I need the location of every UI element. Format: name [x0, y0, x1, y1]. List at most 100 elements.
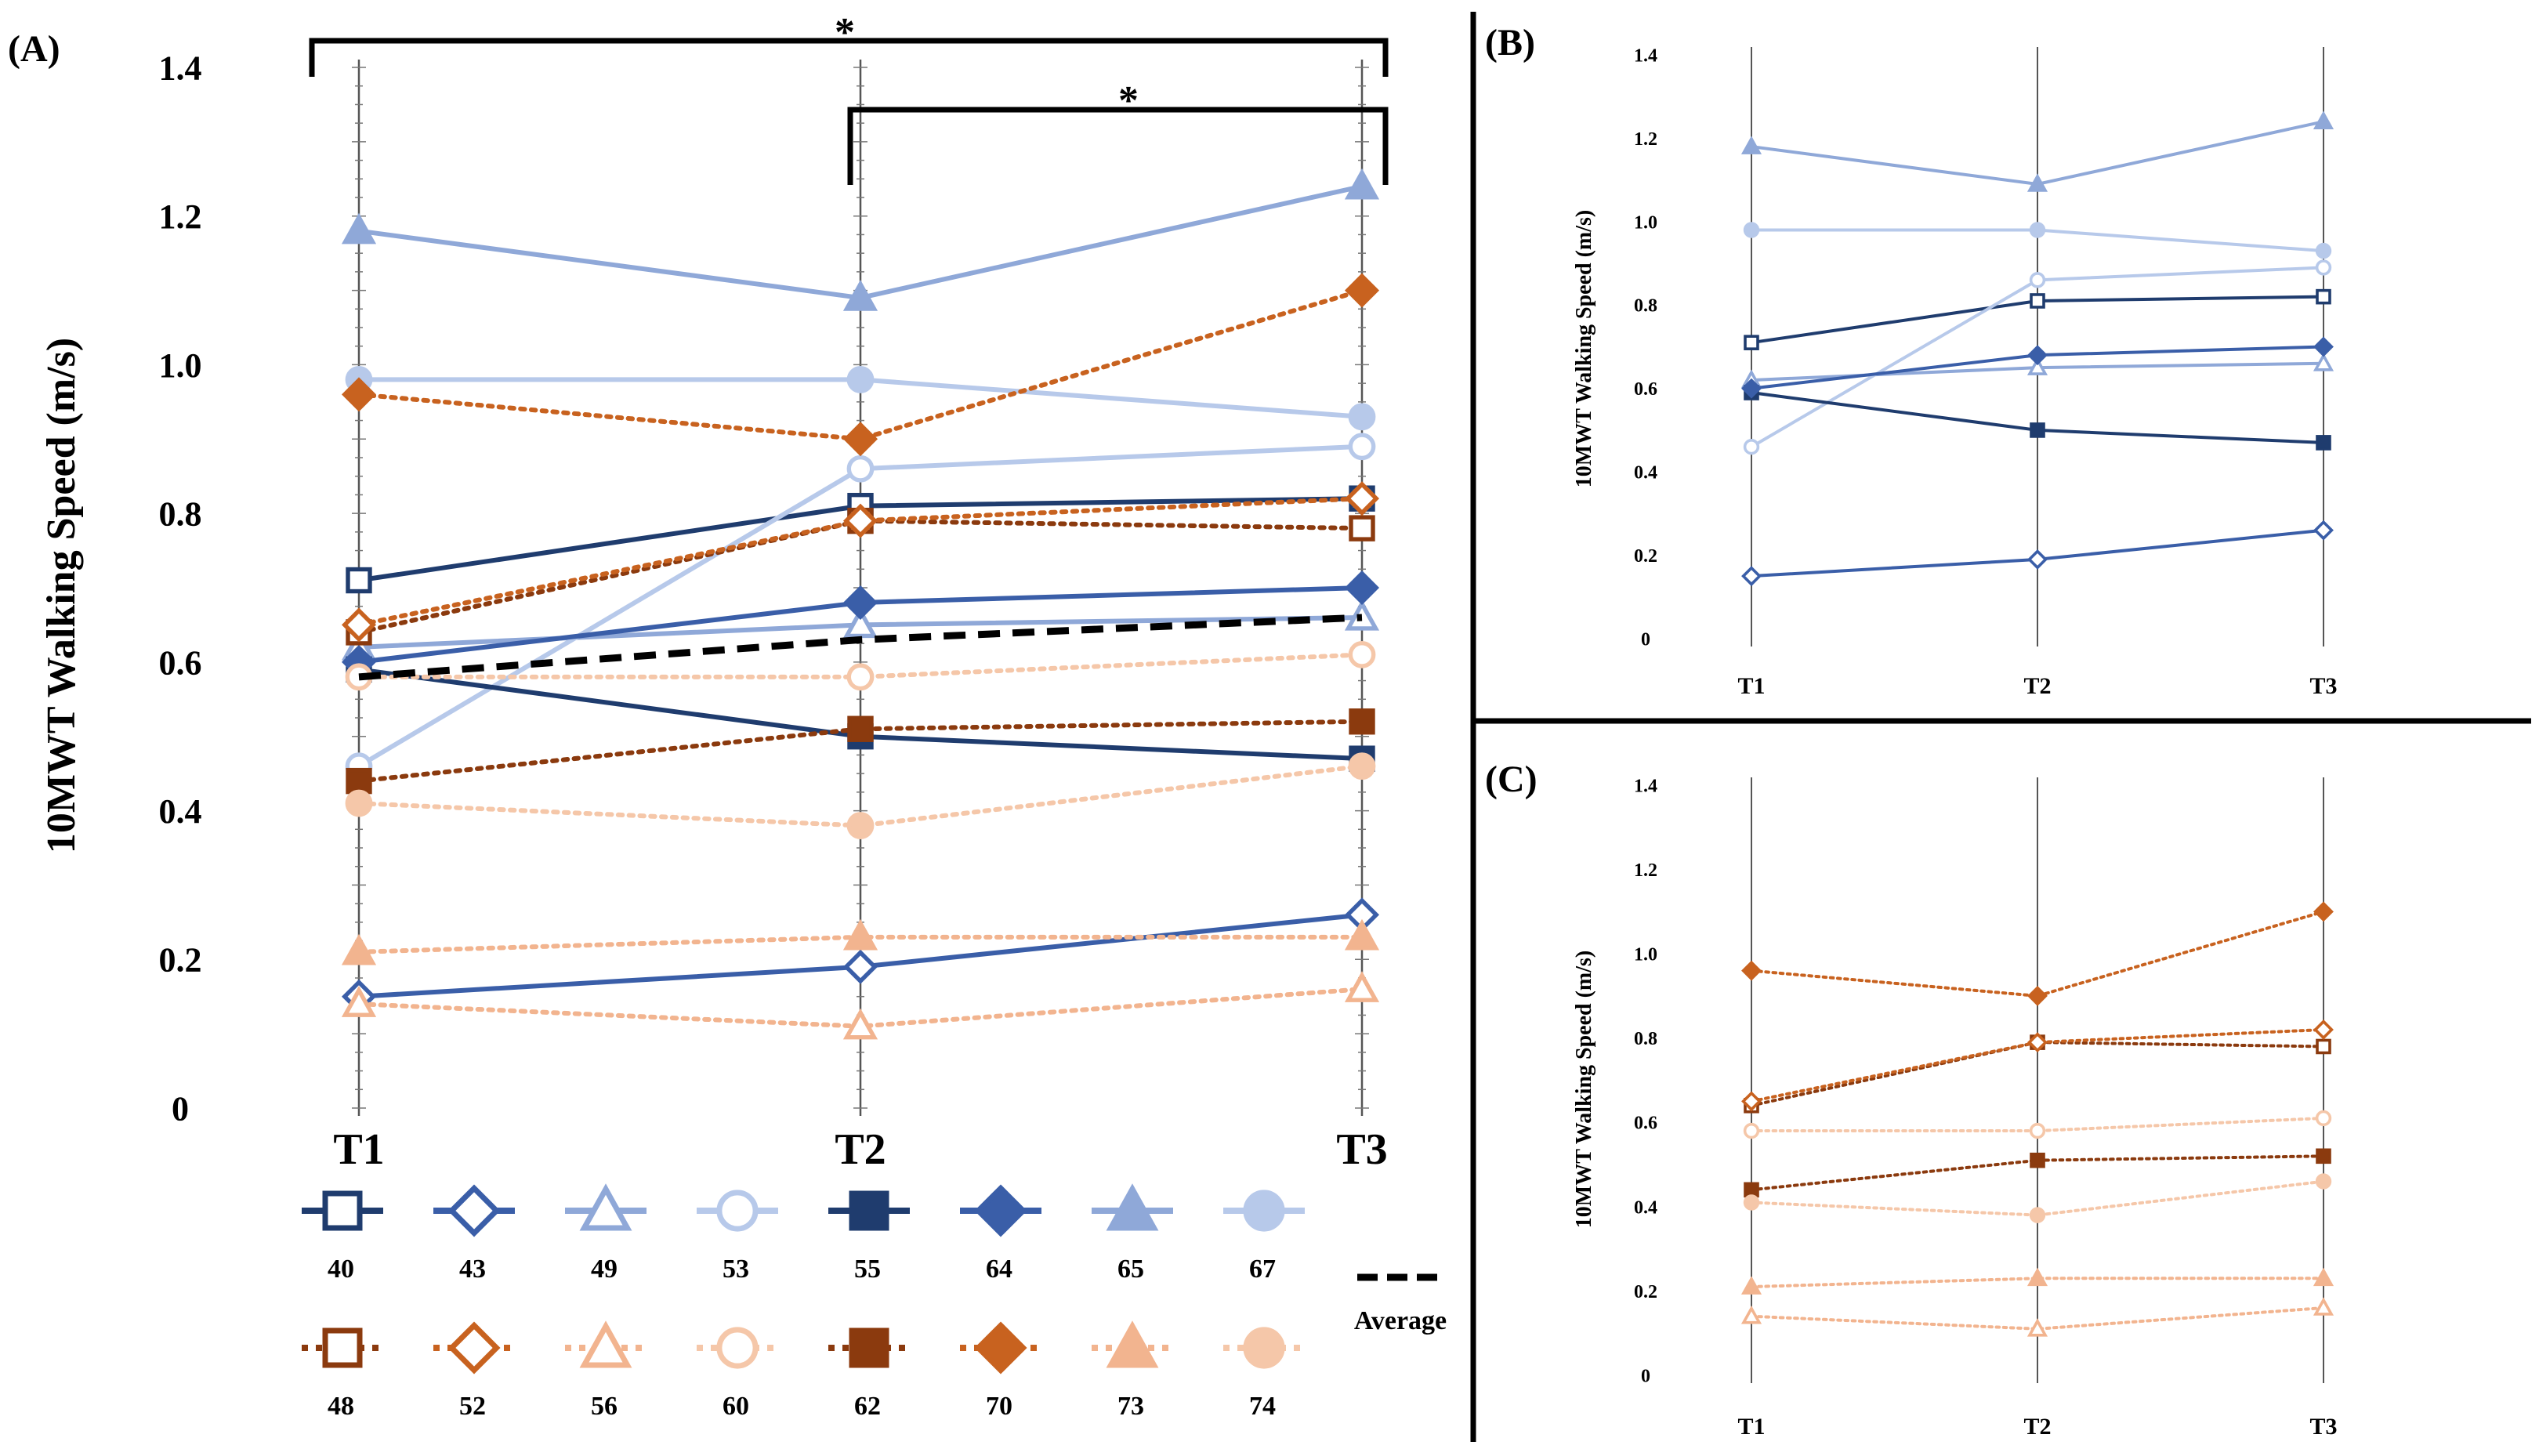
data-point-52-T3 — [1344, 481, 1380, 516]
legend-label-40: 40 — [328, 1255, 354, 1284]
data-point-67-T2 — [2029, 222, 2046, 238]
legend-label-67: 67 — [1249, 1255, 1276, 1284]
data-point-65-T2 — [842, 279, 878, 311]
data-point-49-T2 — [842, 607, 878, 639]
legend-marker-40 — [322, 1190, 363, 1231]
data-point-73-T3 — [2313, 1267, 2334, 1287]
significance-bracket-t1-t3 — [309, 38, 1389, 77]
data-point-60-T1 — [1743, 1122, 1760, 1139]
legend-label-65: 65 — [1117, 1255, 1144, 1284]
data-point-67-T1 — [1743, 222, 1760, 238]
data-point-62-T2 — [847, 715, 874, 742]
y-tick-label: 0.2 — [1634, 1282, 1657, 1302]
panel-a: (A) 10MWT Walking Speed (m/s) 0 0.2 0.4 0.6… — [8, 10, 1447, 1421]
legend-label-49: 49 — [591, 1255, 618, 1284]
y-tick-label: 1.2 — [1634, 129, 1657, 150]
legend-label-60: 60 — [723, 1392, 749, 1421]
y-tick-label: 1.4 — [159, 49, 202, 87]
legend-marker-60 — [716, 1327, 759, 1369]
data-point-74-T2 — [846, 812, 875, 839]
data-point-53-T3 — [1348, 433, 1376, 461]
data-point-67-T2 — [846, 365, 875, 393]
data-point-60-T3 — [1348, 640, 1376, 668]
legend-marker-43 — [447, 1184, 501, 1237]
data-point-70-T1 — [1741, 960, 1762, 981]
panel-a-label: (A) — [8, 28, 60, 70]
data-point-74-T1 — [345, 789, 373, 817]
y-tick-label: 1.0 — [1634, 212, 1657, 233]
data-point-53-T2 — [2029, 272, 2046, 288]
legend-label-48: 48 — [328, 1392, 354, 1421]
data-point-67-T3 — [1348, 403, 1376, 431]
panel-c: (C) 10MWT Walking Speed (m/s) 0 0.2 0.4 0.6… — [1485, 759, 2338, 1440]
data-point-40-T1 — [346, 567, 372, 594]
y-tick-label: 0 — [172, 1089, 189, 1128]
y-tick-label: 1.2 — [1634, 860, 1657, 881]
legend-marker-67 — [1243, 1190, 1285, 1232]
series-line-60 — [1750, 1116, 2325, 1133]
series-line-73 — [1750, 1277, 2325, 1289]
legend-marker-74 — [1243, 1327, 1285, 1369]
legend-marker-55 — [849, 1190, 889, 1231]
data-point-70-T3 — [1344, 273, 1380, 308]
data-point-52-T3 — [2313, 1020, 2334, 1040]
series-line-56 — [1750, 1306, 2325, 1331]
data-point-65-T1 — [1740, 136, 1762, 154]
y-tick-label: 1.0 — [1634, 945, 1657, 965]
panel-c-label: (C) — [1485, 759, 1538, 800]
significance-marker-t2-t3: * — [1118, 78, 1139, 123]
legend-label-64: 64 — [986, 1255, 1012, 1284]
data-point-56-T2 — [2026, 1318, 2048, 1337]
data-point-52-T1 — [341, 607, 377, 643]
data-point-43-T3 — [2313, 520, 2334, 541]
legend-marker-65 — [1106, 1183, 1159, 1231]
panel-c-y-axis-label: 10MWT Walking Speed (m/s) — [1572, 951, 1596, 1228]
x-tick-label: T1 — [333, 1125, 384, 1174]
x-tick-label: T2 — [835, 1125, 886, 1174]
data-point-64-T2 — [842, 585, 878, 620]
data-point-49-T2 — [2026, 357, 2048, 375]
legend-marker-62 — [849, 1327, 889, 1368]
data-point-73-T2 — [842, 918, 878, 951]
data-point-55-T2 — [2030, 422, 2045, 438]
data-point-67-T3 — [2315, 242, 2332, 259]
legend-marker-53 — [716, 1190, 759, 1232]
data-point-64-T2 — [2027, 345, 2048, 366]
legend-marker-48 — [322, 1327, 363, 1368]
data-point-64-T3 — [1344, 570, 1380, 606]
y-tick-label: 0.2 — [159, 941, 202, 980]
legend-marker-70 — [974, 1321, 1027, 1375]
x-tick-label: T2 — [2023, 673, 2051, 699]
legend-label-73: 73 — [1117, 1392, 1144, 1421]
y-tick-label: 1.2 — [159, 197, 202, 236]
data-point-40-T3 — [2316, 288, 2331, 305]
data-point-43-T2 — [2027, 549, 2048, 570]
data-point-52-T2 — [842, 503, 878, 538]
significance-marker-t1-t3: * — [835, 10, 855, 55]
legend-marker-73 — [1106, 1320, 1159, 1368]
x-tick-label: T1 — [1737, 1414, 1765, 1440]
data-point-74-T2 — [2029, 1207, 2046, 1223]
data-point-60-T2 — [846, 663, 875, 691]
significance-bracket-t2-t3 — [847, 107, 1389, 185]
y-tick-label: 0.4 — [1634, 1197, 1657, 1218]
legend-marker-64 — [974, 1184, 1027, 1237]
data-point-48-T3 — [1349, 515, 1375, 541]
y-tick-label: 1.0 — [159, 346, 202, 385]
data-point-74-T1 — [1743, 1194, 1760, 1211]
data-point-62-T3 — [1349, 708, 1375, 735]
y-tick-label: 0.4 — [1634, 463, 1657, 484]
data-point-73-T1 — [341, 933, 377, 965]
data-point-62-T2 — [2030, 1152, 2045, 1168]
legend-label-56: 56 — [591, 1392, 618, 1421]
legend-label-55: 55 — [854, 1255, 881, 1284]
y-tick-label: 0 — [1641, 629, 1650, 650]
data-point-70-T1 — [341, 377, 377, 412]
y-tick-label: 1.4 — [1634, 776, 1657, 796]
y-tick-label: 0.6 — [159, 643, 202, 682]
data-point-62-T1 — [1744, 1182, 1759, 1198]
data-point-74-T3 — [1348, 752, 1376, 781]
y-tick-label: 1.4 — [1634, 45, 1657, 66]
y-tick-label: 0.6 — [1634, 1114, 1657, 1134]
legend-label-74: 74 — [1249, 1392, 1276, 1421]
